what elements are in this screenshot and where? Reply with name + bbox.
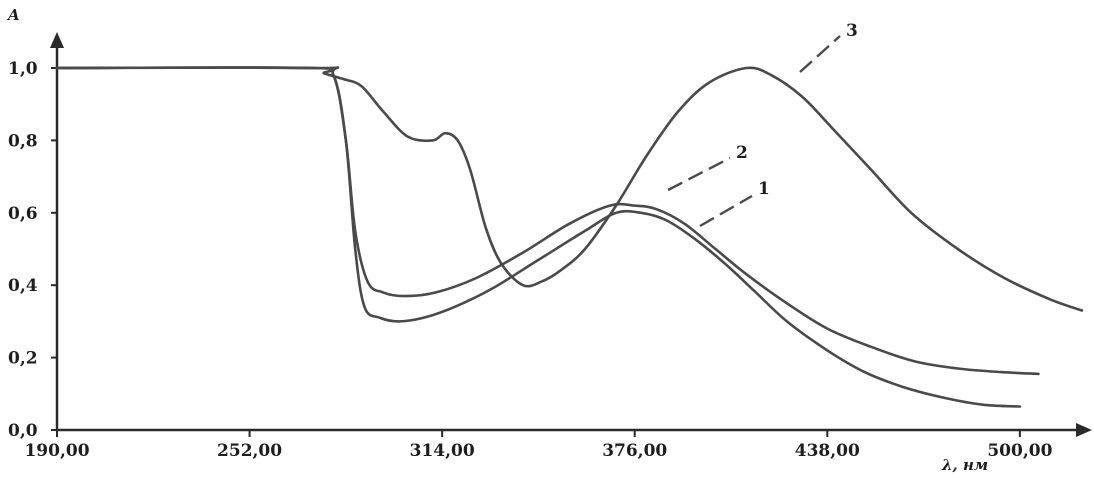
- series-label-1: 1: [758, 179, 770, 199]
- x-ticks: 190,00 252,00 314,00 376,00 438,00 500,00: [24, 430, 1053, 461]
- x-tick-label: 190,00: [24, 441, 89, 461]
- x-tick-label: 376,00: [602, 441, 667, 461]
- series-label-2: 2: [736, 143, 748, 163]
- y-axis-title: A: [6, 6, 20, 24]
- series-label-3: 3: [846, 21, 858, 41]
- y-axis-arrow-icon: [50, 32, 64, 48]
- y-tick-label: 0,0: [8, 421, 38, 441]
- x-tick-label: 500,00: [987, 441, 1052, 461]
- x-axis-title: λ, нм: [941, 456, 988, 474]
- series-label-leader: [667, 156, 731, 192]
- series-line-1: [55, 66, 1022, 408]
- y-tick-label: 1,0: [8, 59, 38, 79]
- y-tick-label: 0,6: [8, 204, 38, 224]
- y-tick-label: 0,8: [8, 131, 38, 151]
- x-tick-label: 252,00: [217, 441, 282, 461]
- series-line-3: [55, 66, 1084, 312]
- series-label-leader: [799, 35, 841, 73]
- series-layer: 12 3: [55, 21, 1084, 408]
- axes: [50, 32, 1092, 437]
- series-line-2: [55, 66, 1040, 376]
- x-tick-label: 438,00: [795, 441, 860, 461]
- x-axis-arrow-icon: [1076, 423, 1092, 437]
- y-tick-label: 0,4: [8, 276, 38, 296]
- y-tick-label: 0,2: [8, 349, 38, 369]
- series-label-leader: [699, 194, 753, 228]
- x-tick-label: 314,00: [410, 441, 475, 461]
- y-ticks: 0,0 0,2 0,4 0,6 0,8 1,0: [8, 59, 57, 441]
